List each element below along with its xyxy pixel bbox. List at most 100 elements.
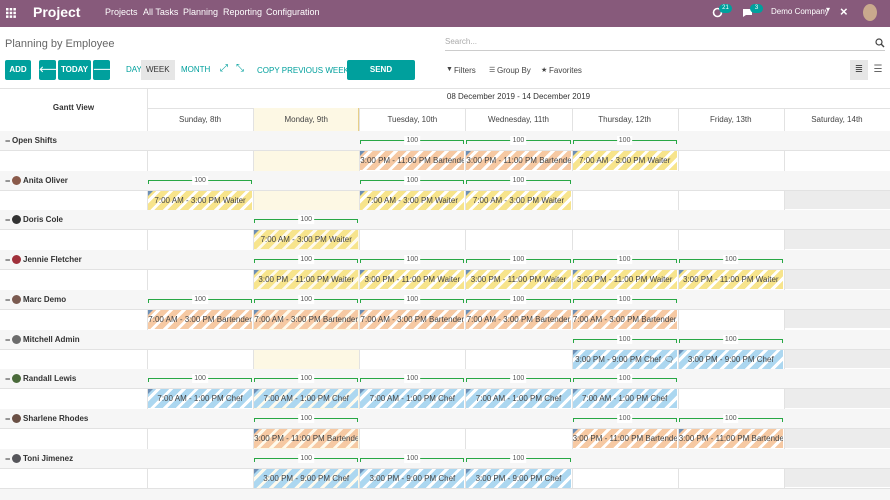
shift-pill[interactable]: 3:00 PM - 11:00 PM Bartender <box>360 151 465 170</box>
collapse-toggle[interactable]: − <box>5 334 11 345</box>
shift-pill[interactable]: 3:00 PM - 9:00 PM Chef <box>254 468 359 488</box>
shift-pill[interactable]: 3:00 PM - 9:00 PM Chef <box>678 349 783 369</box>
collapse-toggle[interactable]: − <box>5 175 11 186</box>
shift-pill[interactable]: 7:00 AM - 3:00 PM Bartender <box>254 309 359 329</box>
collapse-toggle[interactable]: − <box>5 374 11 385</box>
row-line <box>0 427 890 429</box>
company-switcher[interactable]: Demo Company <box>771 7 829 16</box>
today-button[interactable]: TODAY <box>58 60 91 80</box>
shift-pill[interactable]: 3:00 PM - 9:00 PM Chef 🗨 <box>572 349 677 369</box>
allocation-tick <box>572 140 574 144</box>
pill-corner <box>360 309 366 315</box>
shift-pill[interactable]: 3:00 PM - 11:00 PM Waiter <box>360 270 465 290</box>
search-icon[interactable] <box>875 38 885 48</box>
collapse-toggle[interactable]: − <box>5 294 11 305</box>
allocation-bar: 100 <box>572 294 677 304</box>
shift-pill[interactable]: 7:00 AM - 3:00 PM Waiter <box>572 151 677 170</box>
shift-pill[interactable]: 7:00 AM - 3:00 PM Waiter <box>466 190 571 210</box>
allocation-tick <box>357 417 359 422</box>
shift-pill[interactable]: 7:00 AM - 1:00 PM Chef <box>254 389 359 409</box>
collapse-toggle[interactable]: − <box>5 413 11 424</box>
shift-pill[interactable]: 7:00 AM - 3:00 PM Waiter <box>254 230 359 250</box>
shift-pill[interactable]: 3:00 PM - 11:00 PM Waiter <box>678 270 783 290</box>
shift-pill[interactable]: 7:00 AM - 3:00 PM Bartender <box>572 309 677 329</box>
user-avatar[interactable] <box>863 4 877 21</box>
send-schedule-button[interactable]: SEND SCHEDULE <box>347 60 415 94</box>
shift-pill[interactable]: 7:00 AM - 1:00 PM Chef <box>572 389 677 409</box>
allocation-tick <box>569 378 571 383</box>
copy-previous-week[interactable]: COPY PREVIOUS WEEK <box>257 66 349 75</box>
filter-menu[interactable]: Group By <box>497 66 531 75</box>
menu-item[interactable]: Planning <box>183 7 219 17</box>
add-button[interactable]: ADD <box>5 60 31 80</box>
close-icon[interactable]: × <box>840 4 848 19</box>
shift-pill[interactable]: 7:00 AM - 3:00 PM Waiter <box>148 190 253 210</box>
column-line <box>147 88 148 489</box>
row-name: Marc Demo <box>23 294 67 304</box>
row-name: Doris Cole <box>23 215 64 225</box>
messages-icon[interactable] <box>742 7 753 18</box>
expand-icon[interactable]: ⤢ <box>220 63 228 74</box>
pill-corner <box>254 230 260 236</box>
allocation-bar: 100 <box>254 294 359 304</box>
menu-item[interactable]: Projects <box>105 7 138 17</box>
allocation-tick <box>463 298 465 303</box>
search-box[interactable]: Search... <box>445 36 885 51</box>
app-name[interactable]: Project <box>33 4 81 20</box>
shift-pill[interactable]: 7:00 AM - 3:00 PM Bartender <box>466 309 571 329</box>
list-view-toggle[interactable]: ☰ <box>873 64 883 75</box>
collapse-toggle[interactable]: − <box>5 255 11 266</box>
prev-button[interactable]: 🡐 <box>39 60 60 80</box>
filter-menu[interactable]: Favorites <box>549 66 582 75</box>
collapse-toggle[interactable]: − <box>5 453 11 464</box>
allocation-tick <box>572 338 574 343</box>
allocation-value: 100 <box>722 334 739 344</box>
allocation-tick <box>251 378 253 383</box>
shift-pill[interactable]: 3:00 PM - 9:00 PM Chef <box>466 468 571 488</box>
shift-pill[interactable]: 3:00 PM - 11:00 PM Bartender <box>254 428 359 448</box>
menu-item[interactable]: Configuration <box>266 7 320 17</box>
row-name: Toni Jimenez <box>23 453 74 463</box>
day-header: Sunday, 8th <box>179 115 222 124</box>
allocation-value: 100 <box>298 413 315 423</box>
shift-pill[interactable]: 7:00 AM - 3:00 PM Bartender <box>148 309 253 329</box>
group-header <box>0 329 890 349</box>
shift-pill[interactable]: 3:00 PM - 9:00 PM Chef <box>360 468 465 488</box>
shift-pill[interactable]: 3:00 PM - 11:00 PM Bartender <box>572 428 677 448</box>
allocation-tick <box>360 298 362 303</box>
menu-item[interactable]: Reporting <box>223 7 263 17</box>
collapse-toggle[interactable]: − <box>5 215 11 226</box>
allocation-tick <box>357 259 359 264</box>
collapse-icon[interactable]: ⤡ <box>236 63 244 74</box>
shift-pill[interactable]: 7:00 AM - 1:00 PM Chef <box>466 389 571 409</box>
next-button[interactable]: 🡒 <box>93 60 114 80</box>
shift-pill[interactable]: 3:00 PM - 11:00 PM Bartender <box>678 428 783 448</box>
shift-pill[interactable]: 7:00 AM - 1:00 PM Chef <box>360 389 465 409</box>
shift-pill[interactable]: 3:00 PM - 11:00 PM Waiter <box>572 270 677 290</box>
shift-pill[interactable]: 3:00 PM - 11:00 PM Waiter <box>466 270 571 290</box>
menu-item[interactable]: All Tasks <box>143 7 179 17</box>
allocation-bar: 100 <box>572 255 677 265</box>
scale-button[interactable]: MONTH <box>181 65 211 74</box>
allocation-bar: 100 <box>466 453 571 463</box>
allocation-value: 100 <box>616 255 633 265</box>
collapse-toggle[interactable]: − <box>5 136 11 146</box>
apps-icon[interactable] <box>6 8 16 18</box>
allocation-value: 100 <box>616 334 633 344</box>
scale-button[interactable]: DAY <box>126 65 142 74</box>
allocation-value: 100 <box>404 294 421 304</box>
filter-menu[interactable]: Filters <box>454 66 476 75</box>
scale-button[interactable]: WEEK <box>141 60 175 80</box>
shift-pill[interactable]: 7:00 AM - 1:00 PM Chef <box>148 389 253 409</box>
shift-pill[interactable]: 3:00 PM - 11:00 PM Waiter <box>254 270 359 290</box>
allocation-tick <box>572 378 574 383</box>
allocation-tick <box>678 417 680 422</box>
shift-pill[interactable]: 7:00 AM - 3:00 PM Waiter <box>360 190 465 210</box>
shift-label: 7:00 AM - 3:00 PM Bartender <box>254 314 359 324</box>
gantt-view-toggle[interactable]: ≣ <box>850 60 868 80</box>
shift-label: 7:00 AM - 3:00 PM Bartender <box>360 314 465 324</box>
shift-pill[interactable]: 7:00 AM - 3:00 PM Bartender <box>360 309 465 329</box>
allocation-tick <box>678 259 680 264</box>
shift-pill[interactable]: 3:00 PM - 11:00 PM Bartender <box>466 151 571 170</box>
pill-corner <box>360 190 366 196</box>
